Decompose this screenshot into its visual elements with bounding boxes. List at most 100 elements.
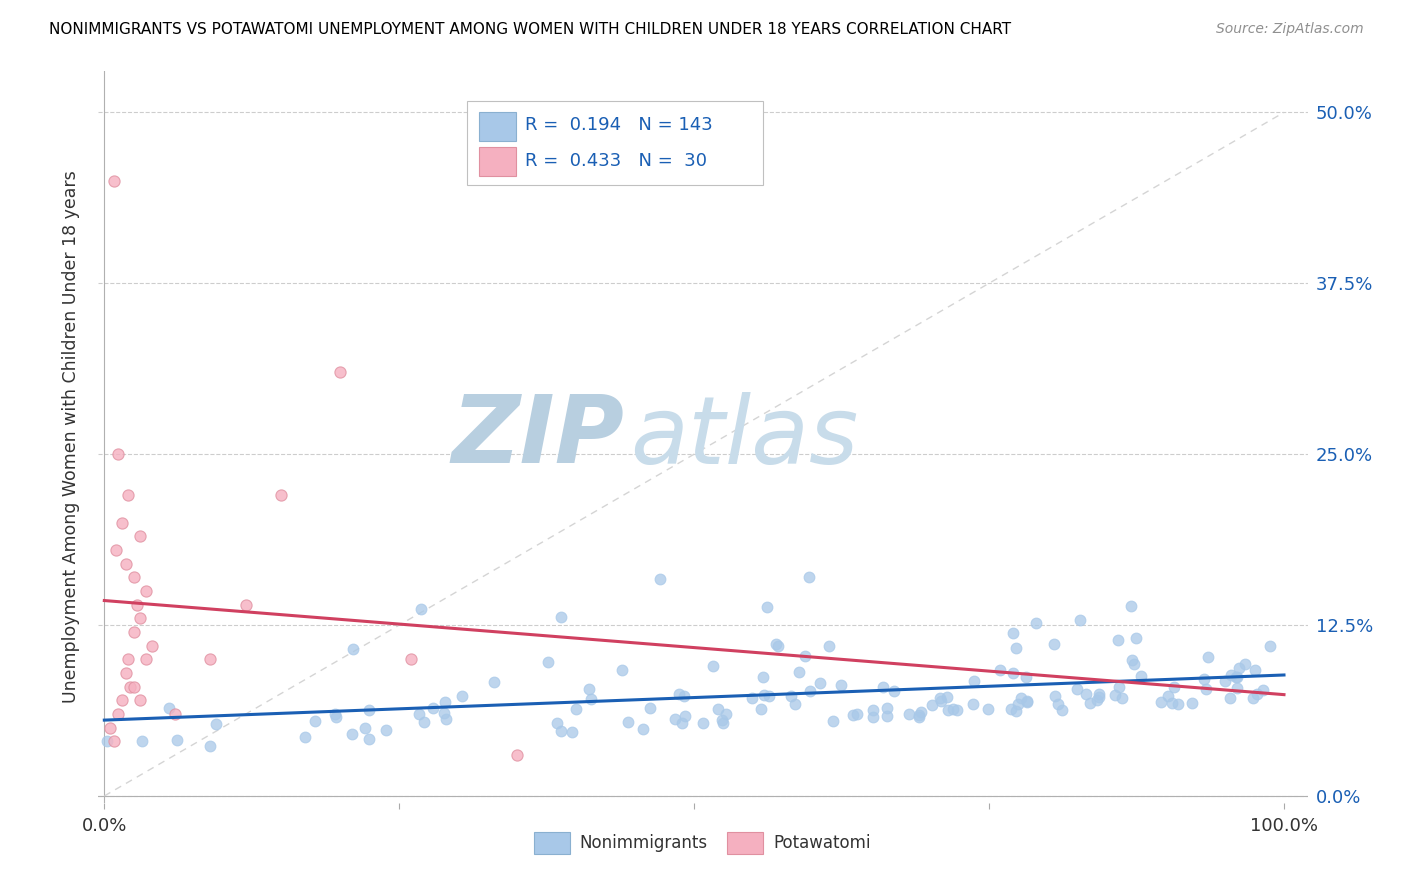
- Point: [342, 641, 364, 656]
- Point: [1225, 670, 1247, 684]
- Point: [707, 702, 730, 716]
- Point: [741, 690, 763, 705]
- Point: [1043, 637, 1066, 651]
- Point: [413, 715, 436, 730]
- Point: [962, 697, 984, 711]
- Point: [325, 709, 347, 723]
- FancyBboxPatch shape: [727, 832, 763, 854]
- Text: NONIMMIGRANTS VS POTAWATOMI UNEMPLOYMENT AMONG WOMEN WITH CHILDREN UNDER 18 YEAR: NONIMMIGRANTS VS POTAWATOMI UNEMPLOYMENT…: [49, 22, 1011, 37]
- Point: [1015, 694, 1038, 708]
- Point: [1226, 670, 1249, 684]
- Point: [114, 665, 136, 680]
- Point: [1001, 625, 1024, 640]
- Point: [787, 665, 810, 680]
- Point: [1167, 698, 1189, 712]
- Point: [1194, 681, 1216, 696]
- Point: [818, 639, 841, 653]
- Text: Nonimmigrants: Nonimmigrants: [579, 834, 707, 852]
- Point: [668, 687, 690, 701]
- Text: ZIP: ZIP: [451, 391, 624, 483]
- Point: [752, 688, 775, 702]
- Point: [122, 680, 145, 694]
- Point: [898, 706, 921, 721]
- Point: [755, 600, 778, 615]
- Point: [1043, 689, 1066, 703]
- Point: [1219, 690, 1241, 705]
- Point: [692, 716, 714, 731]
- Point: [751, 669, 773, 683]
- Point: [846, 707, 869, 722]
- Point: [579, 692, 602, 706]
- Point: [1233, 657, 1256, 671]
- Point: [1226, 681, 1249, 695]
- Point: [1122, 657, 1144, 671]
- Point: [862, 703, 884, 717]
- Point: [1157, 689, 1180, 703]
- Point: [329, 365, 352, 379]
- Point: [702, 659, 724, 673]
- Point: [122, 624, 145, 639]
- Point: [1192, 672, 1215, 686]
- Point: [711, 714, 734, 728]
- Point: [98, 721, 121, 735]
- Point: [1005, 641, 1028, 656]
- Point: [546, 715, 568, 730]
- Point: [1088, 687, 1111, 701]
- Point: [353, 722, 375, 736]
- FancyBboxPatch shape: [534, 832, 569, 854]
- Point: [1129, 669, 1152, 683]
- Point: [432, 706, 454, 721]
- Point: [638, 701, 661, 715]
- Point: [942, 702, 965, 716]
- Point: [1111, 691, 1133, 706]
- Point: [793, 648, 815, 663]
- Point: [270, 488, 292, 502]
- Point: [1107, 633, 1129, 648]
- Text: R =  0.433   N =  30: R = 0.433 N = 30: [526, 153, 707, 170]
- Text: atlas: atlas: [630, 392, 859, 483]
- Point: [451, 689, 474, 703]
- Point: [114, 557, 136, 571]
- Point: [648, 572, 671, 586]
- Point: [304, 714, 326, 729]
- Point: [135, 652, 157, 666]
- Point: [758, 689, 780, 703]
- Point: [1078, 696, 1101, 710]
- Point: [1108, 680, 1130, 694]
- Point: [610, 663, 633, 677]
- Point: [1125, 631, 1147, 645]
- Point: [862, 710, 884, 724]
- Point: [357, 703, 380, 717]
- Point: [1005, 704, 1028, 718]
- Point: [120, 680, 142, 694]
- Point: [166, 733, 188, 747]
- Point: [96, 734, 118, 748]
- Point: [157, 701, 180, 715]
- Point: [1161, 696, 1184, 710]
- Point: [673, 709, 696, 723]
- Point: [876, 701, 898, 715]
- Point: [716, 706, 738, 721]
- Point: [1002, 665, 1025, 680]
- Point: [1246, 687, 1268, 701]
- Point: [506, 747, 529, 762]
- Point: [399, 652, 422, 666]
- Point: [122, 570, 145, 584]
- Point: [1258, 639, 1281, 653]
- Point: [1000, 701, 1022, 715]
- Point: [1046, 697, 1069, 711]
- Point: [1251, 683, 1274, 698]
- Y-axis label: Unemployment Among Women with Children Under 18 years: Unemployment Among Women with Children U…: [62, 170, 80, 704]
- Point: [1197, 650, 1219, 665]
- Point: [235, 598, 257, 612]
- Point: [409, 602, 432, 616]
- Point: [1213, 673, 1236, 688]
- Point: [910, 706, 932, 720]
- Point: [928, 691, 950, 706]
- Point: [565, 702, 588, 716]
- Point: [294, 730, 316, 744]
- Point: [876, 708, 898, 723]
- Point: [664, 712, 686, 726]
- Point: [935, 690, 957, 705]
- Point: [1104, 688, 1126, 702]
